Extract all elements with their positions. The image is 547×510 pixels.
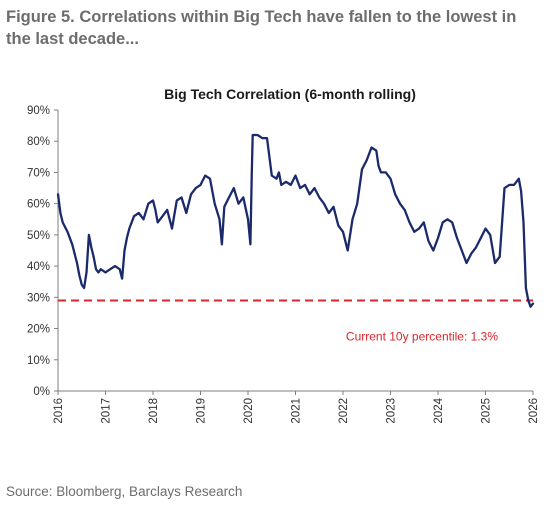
- y-tick-label: 80%: [27, 136, 50, 148]
- x-tick-label: 2019: [196, 398, 208, 424]
- x-tick-label: 2018: [148, 398, 160, 424]
- y-tick-label: 10%: [27, 355, 50, 367]
- y-tick-label: 60%: [27, 199, 50, 211]
- x-tick-label: 2020: [243, 398, 255, 424]
- y-tick-label: 50%: [27, 230, 50, 242]
- y-tick-label: 20%: [27, 324, 50, 336]
- y-tick-label: 30%: [27, 292, 50, 304]
- figure-title: Figure 5. Correlations within Big Tech h…: [6, 8, 517, 48]
- x-tick-label: 2022: [338, 398, 350, 424]
- x-axis: 2016 2017 2018 2019 2020 2021 2022 2023 2024 2025…: [53, 390, 540, 424]
- y-tick-label: 90%: [27, 105, 50, 117]
- source-note: Source: Bloomberg, Barclays Research: [6, 484, 243, 499]
- x-tick-label: 2017: [101, 398, 113, 424]
- x-tick-label: 2024: [433, 397, 445, 423]
- x-tick-label: 2021: [291, 398, 303, 424]
- x-tick-label: 2023: [386, 398, 398, 424]
- reference-label: Current 10y percentile: 1.3%: [346, 329, 498, 343]
- y-axis: 0% 10% 20% 30% 40% 50% 60% 70% 80% 90%: [27, 105, 59, 398]
- line-chart: 0%10%20%30%40%50%60%70%80%90% 2016 2017 20…: [27, 105, 540, 424]
- y-tick-label: 40%: [27, 261, 50, 273]
- x-tick-label: 2026: [528, 398, 540, 424]
- x-tick-label: 2025: [481, 398, 493, 424]
- chart-title: Big Tech Correlation (6-month rolling): [164, 86, 416, 102]
- series-line: [56, 133, 535, 308]
- y-tick-label: 0%: [33, 386, 50, 398]
- x-tick-label: 2016: [53, 398, 65, 424]
- y-tick-label: 70%: [27, 167, 50, 179]
